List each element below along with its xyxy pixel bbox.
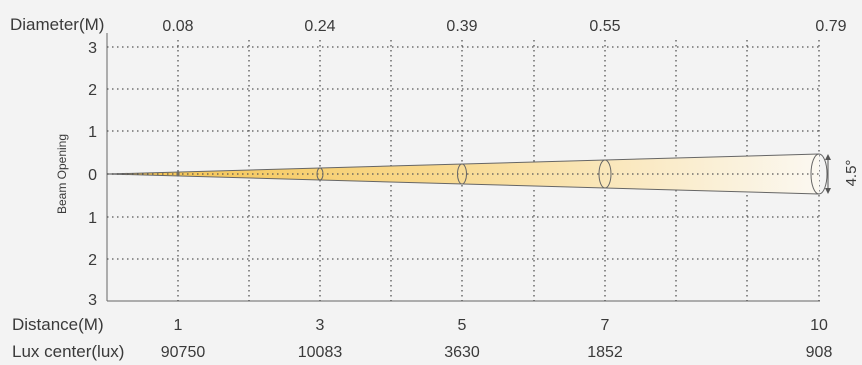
- beam-angle-label: 4.5°: [843, 160, 860, 187]
- y-tick-label: 1: [88, 124, 97, 141]
- y-tick-label: 0: [88, 167, 97, 184]
- lux-value: 3630: [444, 344, 480, 361]
- distance-row-label: Distance(M): [12, 315, 104, 334]
- diameter-value: 0.24: [304, 18, 335, 35]
- lux-value: 10083: [298, 344, 343, 361]
- beam-angle-indicator: 4.5°: [825, 154, 860, 194]
- lux-value: 90750: [161, 344, 206, 361]
- lux-value: 1852: [587, 344, 623, 361]
- y-tick-label: 3: [88, 40, 97, 57]
- diameter-value: 0.39: [446, 18, 477, 35]
- beam-cross-section-3m: [316, 167, 324, 181]
- lux-value: 908: [806, 344, 833, 361]
- diameter-row-label: Diameter(M): [10, 15, 104, 34]
- beam-cross-section-7m: [598, 159, 612, 189]
- diameter-value: 0.79: [815, 18, 846, 35]
- beam-cross-section-5m: [457, 163, 467, 185]
- y-tick-label: 2: [88, 252, 97, 269]
- distance-value: 7: [601, 317, 610, 334]
- horizontal-gridlines: [107, 46, 820, 260]
- beam-cross-section-1m: [176, 171, 180, 177]
- y-tick-label: 3: [88, 292, 97, 309]
- diameter-value: 0.55: [589, 18, 620, 35]
- beam-cross-section-10m: [810, 153, 828, 195]
- distance-value: 3: [316, 317, 325, 334]
- y-tick-label: 1: [88, 210, 97, 227]
- lux-row-label: Lux center(lux): [12, 342, 124, 361]
- y-tick-label: 2: [88, 82, 97, 99]
- beam-cone: [106, 153, 828, 195]
- y-axis-title: Beam Opening: [55, 134, 69, 214]
- distance-value: 1: [174, 317, 183, 334]
- distance-value: 10: [810, 317, 828, 334]
- diameter-value: 0.08: [162, 18, 193, 35]
- distance-value: 5: [458, 317, 467, 334]
